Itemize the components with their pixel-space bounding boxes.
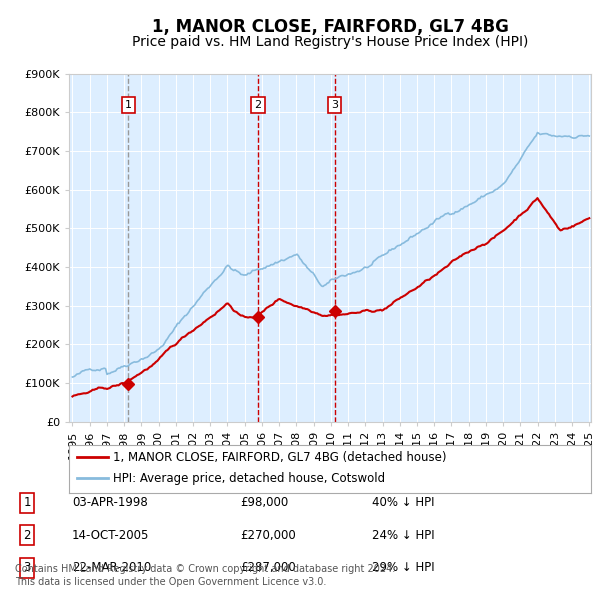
Text: £270,000: £270,000 (240, 529, 296, 542)
Text: 2: 2 (23, 529, 31, 542)
Text: 1, MANOR CLOSE, FAIRFORD, GL7 4BG (detached house): 1, MANOR CLOSE, FAIRFORD, GL7 4BG (detac… (113, 451, 447, 464)
Text: 1: 1 (23, 496, 31, 509)
Text: 03-APR-1998: 03-APR-1998 (72, 496, 148, 509)
Text: 2: 2 (254, 100, 262, 110)
Text: 1, MANOR CLOSE, FAIRFORD, GL7 4BG: 1, MANOR CLOSE, FAIRFORD, GL7 4BG (152, 18, 508, 35)
Text: 29% ↓ HPI: 29% ↓ HPI (372, 561, 434, 574)
Text: 40% ↓ HPI: 40% ↓ HPI (372, 496, 434, 509)
Text: Price paid vs. HM Land Registry's House Price Index (HPI): Price paid vs. HM Land Registry's House … (132, 35, 528, 50)
Text: 3: 3 (23, 561, 31, 574)
Text: £98,000: £98,000 (240, 496, 288, 509)
Text: HPI: Average price, detached house, Cotswold: HPI: Average price, detached house, Cots… (113, 472, 385, 485)
Text: 24% ↓ HPI: 24% ↓ HPI (372, 529, 434, 542)
Text: 3: 3 (331, 100, 338, 110)
Text: 1: 1 (125, 100, 132, 110)
Text: 14-OCT-2005: 14-OCT-2005 (72, 529, 149, 542)
Text: 22-MAR-2010: 22-MAR-2010 (72, 561, 151, 574)
Text: £287,000: £287,000 (240, 561, 296, 574)
Text: Contains HM Land Registry data © Crown copyright and database right 2024.
This d: Contains HM Land Registry data © Crown c… (15, 564, 395, 587)
